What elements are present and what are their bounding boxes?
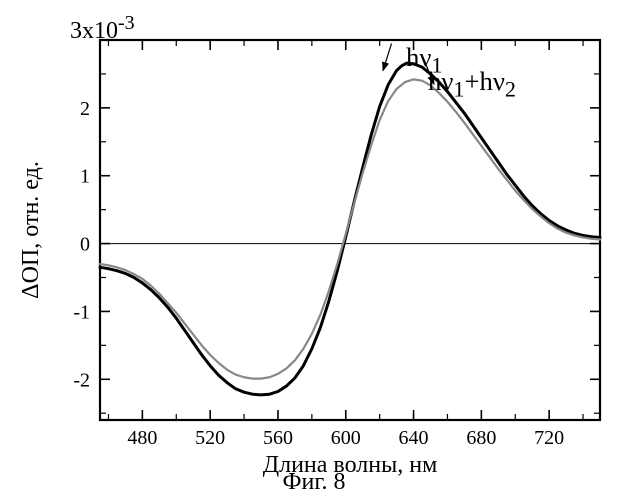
annotation-hv1hv2: hν1+hν2 <box>428 66 516 102</box>
svg-text:720: 720 <box>534 427 564 449</box>
svg-text:640: 640 <box>399 427 429 449</box>
figure-caption: Фиг. 8 <box>0 469 628 496</box>
y-axis-exponent-sup: -3 <box>118 12 135 34</box>
svg-text:680: 680 <box>466 427 496 449</box>
svg-text:600: 600 <box>331 427 361 449</box>
chart-stage: { "figure": { "width_px": 628, "height_p… <box>0 0 628 500</box>
chart-svg: 480520560600640680720-2-1012Длина волны,… <box>0 0 628 500</box>
svg-text:1: 1 <box>80 166 90 188</box>
y-axis-exponent-base: 3x10 <box>70 18 118 44</box>
svg-text:520: 520 <box>195 427 225 449</box>
annotation-arrow-hv1 <box>383 43 391 70</box>
curve-hv1 <box>100 63 600 395</box>
y-axis-label: ΔОП, отн. ед. <box>18 161 44 299</box>
svg-text:560: 560 <box>263 427 293 449</box>
y-axis-exponent-label: 3x10-3 <box>70 12 135 45</box>
svg-text:-2: -2 <box>73 369 90 391</box>
svg-text:0: 0 <box>80 234 90 256</box>
svg-text:-1: -1 <box>73 301 90 323</box>
svg-text:2: 2 <box>80 98 90 120</box>
svg-text:480: 480 <box>127 427 157 449</box>
curve-hv1hv2 <box>100 79 600 378</box>
